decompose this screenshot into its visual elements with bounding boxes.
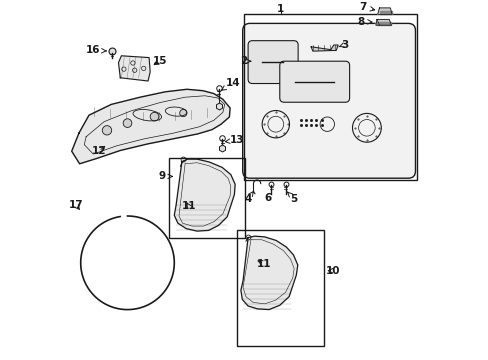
FancyBboxPatch shape bbox=[247, 41, 298, 84]
Text: 13: 13 bbox=[225, 135, 244, 145]
Text: 9: 9 bbox=[159, 171, 172, 181]
Text: 6: 6 bbox=[264, 193, 271, 203]
Text: 15: 15 bbox=[152, 56, 167, 66]
Circle shape bbox=[123, 119, 132, 127]
Text: 14: 14 bbox=[221, 78, 240, 90]
Text: 3: 3 bbox=[338, 40, 348, 50]
Circle shape bbox=[102, 126, 111, 135]
Text: 17: 17 bbox=[69, 200, 83, 210]
Polygon shape bbox=[376, 22, 390, 25]
Circle shape bbox=[179, 109, 186, 117]
Bar bbox=[244, 14, 416, 180]
Text: 12: 12 bbox=[91, 146, 106, 156]
Circle shape bbox=[150, 112, 159, 121]
Polygon shape bbox=[241, 236, 297, 310]
Polygon shape bbox=[310, 45, 337, 51]
Polygon shape bbox=[174, 159, 235, 231]
FancyBboxPatch shape bbox=[279, 61, 349, 102]
Polygon shape bbox=[375, 19, 390, 25]
Polygon shape bbox=[118, 56, 150, 81]
Text: 5: 5 bbox=[287, 192, 297, 204]
Text: 11: 11 bbox=[181, 201, 196, 211]
Bar bbox=[237, 230, 323, 346]
Bar bbox=[168, 158, 244, 238]
Text: 7: 7 bbox=[359, 2, 374, 12]
Text: 11: 11 bbox=[256, 258, 271, 269]
Text: 1: 1 bbox=[276, 4, 284, 14]
Polygon shape bbox=[377, 8, 391, 14]
Polygon shape bbox=[379, 11, 391, 14]
Text: 8: 8 bbox=[357, 17, 371, 27]
Polygon shape bbox=[72, 89, 230, 164]
FancyBboxPatch shape bbox=[242, 23, 415, 178]
Text: 10: 10 bbox=[325, 266, 339, 276]
Text: 2: 2 bbox=[240, 56, 250, 66]
Text: 4: 4 bbox=[244, 191, 253, 204]
Text: 16: 16 bbox=[86, 45, 106, 55]
